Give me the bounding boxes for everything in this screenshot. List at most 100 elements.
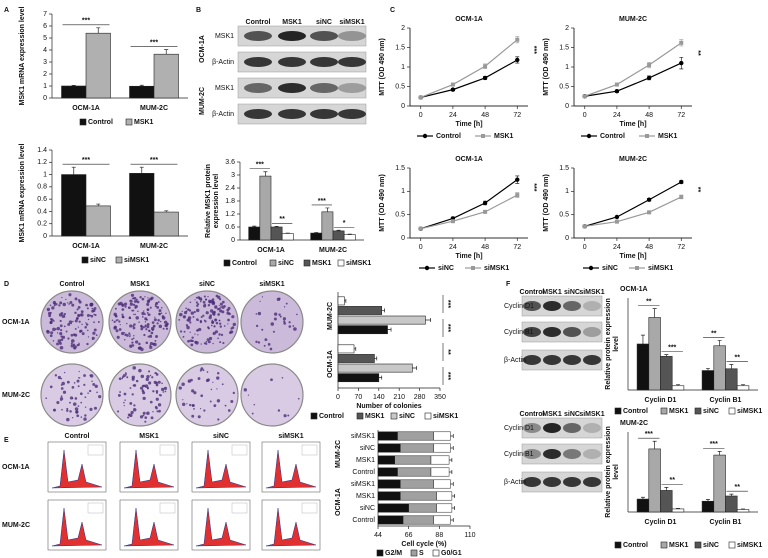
colony	[76, 308, 79, 311]
colony	[121, 377, 124, 380]
colony	[148, 381, 152, 385]
colony	[278, 313, 281, 316]
colony	[216, 399, 221, 403]
colony	[145, 377, 149, 382]
legend-swatch	[410, 549, 418, 557]
colony	[45, 397, 48, 400]
colony	[152, 390, 155, 393]
bar	[736, 385, 750, 391]
y-tick-label: siMSK1	[351, 433, 375, 440]
legend-label: siMSK1	[737, 542, 762, 549]
flow-legend-box	[159, 444, 176, 456]
colony	[129, 387, 132, 389]
cell-line-label: OCM-1A	[199, 35, 206, 63]
colony-row-label: OCM-1A	[2, 319, 30, 326]
legend-label: MSK1	[494, 133, 514, 140]
error-bar	[314, 232, 319, 234]
colony	[74, 333, 78, 337]
colony	[60, 329, 63, 332]
colony	[118, 320, 121, 323]
colony	[154, 316, 156, 318]
marker	[450, 82, 455, 87]
legend-label: MSK1	[365, 413, 385, 420]
flow-row-label: MUM-2C	[2, 522, 30, 529]
colony	[65, 330, 68, 333]
colony	[71, 386, 75, 389]
legend-swatch	[728, 407, 736, 415]
colony	[49, 311, 52, 314]
flow-column-label: siNC	[213, 433, 229, 440]
colony	[261, 296, 264, 298]
x-axis-label: Cell cycle (%)	[401, 541, 446, 548]
colony	[123, 392, 127, 396]
colony	[243, 388, 247, 392]
colony	[154, 372, 156, 374]
colony	[154, 405, 158, 409]
marker	[515, 57, 520, 63]
flow-legend-box	[231, 502, 248, 514]
colony	[115, 329, 119, 333]
significance-label: **	[646, 298, 652, 305]
colony	[132, 407, 137, 412]
colony	[68, 303, 71, 305]
legend-label: MSK1	[658, 133, 678, 140]
colony	[95, 334, 98, 337]
colony	[140, 327, 144, 331]
marker	[450, 87, 456, 92]
x-tick-label: 72	[677, 112, 685, 119]
colony	[193, 391, 197, 395]
colony	[214, 318, 218, 322]
legend-marker	[635, 266, 639, 270]
blot-band	[244, 83, 272, 93]
colony	[224, 306, 226, 308]
colony	[230, 399, 234, 404]
significance-label: ***	[710, 441, 718, 448]
error-bar	[336, 229, 341, 231]
y-axis-label: MTT (OD 490 nm)	[543, 174, 550, 232]
colony	[203, 342, 207, 345]
colony	[146, 323, 150, 326]
colony	[216, 372, 220, 375]
colony	[217, 337, 219, 340]
colony	[216, 307, 220, 311]
colony	[146, 312, 149, 314]
y-tick-label: 0	[43, 95, 47, 102]
colony	[79, 329, 83, 333]
colony	[213, 404, 217, 408]
flow-column-label: Control	[65, 433, 90, 440]
colony	[217, 313, 220, 316]
colony	[215, 307, 217, 309]
colony	[86, 329, 89, 332]
bar-segment	[400, 479, 435, 489]
colony	[195, 301, 198, 304]
marker	[614, 219, 619, 224]
marker	[647, 63, 652, 68]
legend-swatch	[125, 118, 133, 126]
significance-label: **	[279, 216, 285, 223]
colony	[62, 390, 67, 394]
blot-row-label: Cyclin D1	[504, 303, 534, 310]
colony	[202, 300, 206, 304]
marker	[614, 214, 620, 220]
blot-strip	[521, 349, 603, 371]
error-bar	[381, 308, 385, 313]
blot-band	[543, 355, 561, 365]
significance-label: ***	[530, 46, 537, 54]
colony	[296, 313, 298, 316]
error-bar	[449, 458, 453, 462]
colony	[142, 411, 146, 415]
significance-label: **	[711, 330, 717, 337]
bar	[713, 345, 726, 391]
error-bar	[652, 308, 657, 318]
colony	[87, 318, 90, 321]
error-bar	[450, 482, 454, 486]
y-tick-label: 7	[43, 11, 47, 18]
colony	[84, 396, 87, 399]
x-axis-label: Number of colonies	[356, 403, 421, 410]
panel-label: A	[4, 7, 9, 14]
colony	[129, 344, 133, 348]
error-bar	[640, 496, 645, 500]
x-tick-label: 280	[414, 394, 426, 401]
colony	[278, 297, 281, 300]
bar	[660, 356, 673, 391]
